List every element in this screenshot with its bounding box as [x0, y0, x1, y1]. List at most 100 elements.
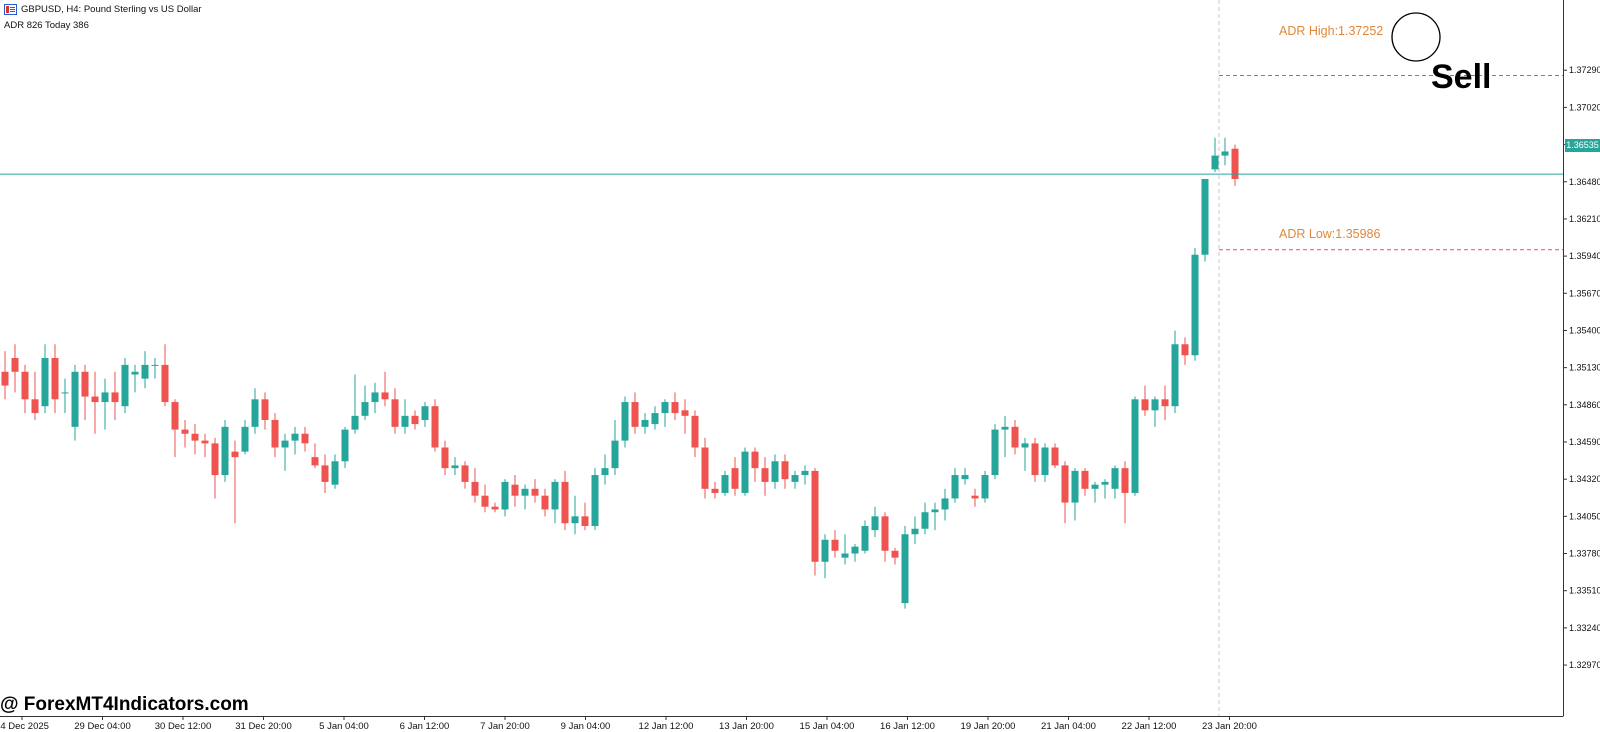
candle-body	[531, 488, 539, 496]
candle-66	[661, 399, 669, 427]
candle-body	[771, 461, 779, 482]
candle-body	[541, 495, 549, 510]
candle-body	[1141, 399, 1149, 411]
candle-body	[861, 525, 869, 551]
candle-body	[751, 451, 759, 469]
candle-body	[801, 470, 809, 476]
candle-body	[981, 475, 989, 499]
candle-body	[951, 475, 959, 499]
candle-body	[351, 415, 359, 430]
candle-48	[481, 484, 489, 513]
candle-body	[571, 516, 579, 524]
candle-body	[441, 447, 449, 469]
candle-59	[591, 468, 599, 531]
candle-116	[1161, 385, 1169, 420]
candle-76	[761, 457, 769, 496]
x-tick-label: 9 Jan 04:00	[561, 721, 611, 732]
candle-12	[121, 358, 129, 414]
candle-body	[931, 509, 939, 513]
candle-68	[681, 399, 689, 434]
candle-113	[1131, 396, 1139, 496]
candle-86	[861, 520, 869, 554]
candle-46	[461, 461, 469, 489]
candle-body	[731, 468, 739, 489]
candle-8	[81, 364, 89, 420]
x-tick-label: 7 Jan 20:00	[480, 721, 530, 732]
candle-body	[241, 426, 249, 452]
candle-body	[791, 475, 799, 482]
x-tick-label: 24 Dec 2025	[0, 721, 49, 732]
candle-31	[311, 443, 319, 469]
candle-body	[251, 399, 259, 427]
x-tick-label: 21 Jan 04:00	[1041, 721, 1096, 732]
candle-22	[221, 419, 229, 482]
candle-18	[181, 419, 189, 448]
candle-body	[971, 495, 979, 499]
candle-7	[71, 364, 79, 441]
candle-body	[1171, 344, 1179, 407]
candle-36	[361, 385, 369, 420]
candle-88	[881, 512, 889, 562]
candle-body	[851, 546, 859, 554]
candle-64	[641, 413, 649, 434]
candle-84	[841, 534, 849, 565]
candle-body	[21, 371, 29, 400]
candle-body	[831, 539, 839, 551]
candle-69	[691, 410, 699, 458]
candle-34	[341, 426, 349, 469]
candle-body	[711, 488, 719, 493]
candle-body	[341, 429, 349, 462]
candle-43	[431, 399, 439, 452]
current-price-tag: 1.36535	[1565, 139, 1600, 152]
x-tick-label: 29 Dec 04:00	[74, 721, 131, 732]
candle-body	[1001, 426, 1009, 430]
candle-53	[531, 479, 539, 503]
y-tick-label: 1.33510	[1569, 586, 1600, 596]
y-tick-label: 1.37290	[1569, 65, 1600, 75]
x-tick-label: 19 Jan 20:00	[961, 721, 1016, 732]
candle-52	[521, 484, 529, 510]
candle-9	[91, 371, 99, 434]
candle-15	[151, 358, 159, 379]
y-tick-label: 1.34320	[1569, 474, 1600, 484]
candle-body	[581, 516, 589, 526]
candle-3	[31, 371, 39, 420]
watermark: @ ForexMT4Indicators.com	[0, 694, 249, 715]
candle-35	[351, 374, 359, 434]
candle-75	[751, 447, 759, 482]
candle-50	[501, 479, 509, 517]
candle-97	[971, 488, 979, 507]
candle-118	[1181, 337, 1189, 365]
candle-24	[241, 419, 249, 455]
price-axis: 1.372901.370201.367501.364801.362101.359…	[1563, 65, 1600, 670]
candle-5	[51, 344, 59, 414]
candles-layer	[1, 137, 1239, 609]
chart-window-icon[interactable]	[4, 4, 17, 15]
candle-body	[591, 475, 599, 526]
candle-82	[821, 534, 829, 579]
candle-body	[161, 364, 169, 403]
candle-29	[291, 426, 299, 455]
candle-body	[911, 528, 919, 535]
candle-body	[31, 399, 39, 414]
candle-body	[361, 402, 369, 416]
x-tick-label: 5 Jan 04:00	[319, 721, 369, 732]
candle-96	[961, 468, 969, 485]
candle-body	[41, 358, 49, 407]
candle-body	[561, 481, 569, 524]
candle-body	[221, 426, 229, 476]
candle-94	[941, 488, 949, 521]
candle-61	[611, 419, 619, 476]
candle-87	[871, 506, 879, 537]
candle-body	[1081, 470, 1089, 489]
candle-body	[1, 371, 9, 386]
candle-body	[891, 550, 899, 558]
candle-body	[671, 402, 679, 414]
candle-42	[421, 402, 429, 427]
candle-39	[391, 388, 399, 434]
candle-70	[701, 437, 709, 499]
candle-body	[181, 429, 189, 434]
candle-body	[481, 495, 489, 507]
candle-body	[941, 498, 949, 510]
candle-body	[61, 392, 69, 394]
